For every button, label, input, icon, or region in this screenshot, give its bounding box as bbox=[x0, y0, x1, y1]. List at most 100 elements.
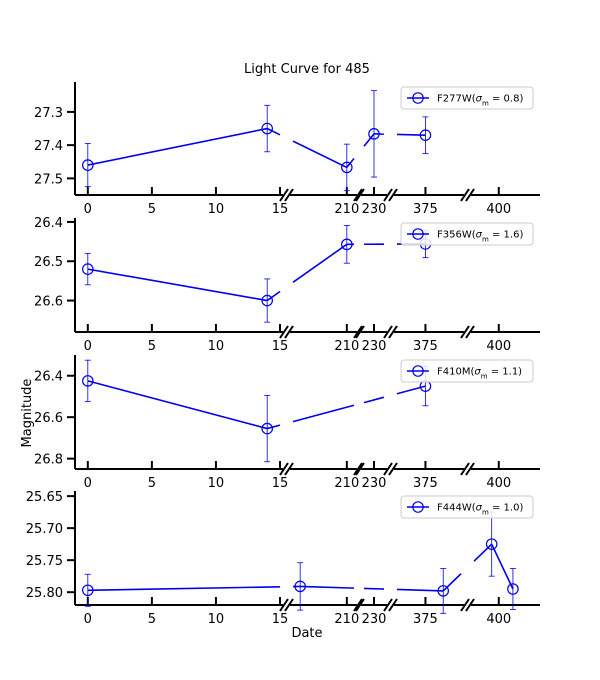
legend-label: F444W(σm = 1.0) bbox=[437, 503, 523, 517]
legend: F444W(σm = 1.0) bbox=[400, 495, 534, 519]
axis-break-mark bbox=[355, 462, 365, 476]
y-tick-label: 26.5 bbox=[34, 255, 63, 270]
legend: F410M(σm = 1.1) bbox=[400, 359, 534, 383]
series-line-piece bbox=[363, 396, 385, 404]
y-tick-label: 26.6 bbox=[34, 411, 63, 426]
point-marker bbox=[82, 375, 94, 387]
x-tick-label: 15 bbox=[272, 476, 289, 491]
legend-marker bbox=[412, 365, 424, 377]
y-tick-label: 26.4 bbox=[34, 370, 63, 385]
x-tick-label: 5 bbox=[148, 612, 156, 627]
axis-break-mark bbox=[279, 462, 289, 476]
y-tick-label: 27.5 bbox=[34, 172, 63, 187]
x-tick-label: 0 bbox=[84, 202, 92, 217]
point-marker bbox=[419, 129, 432, 141]
x-tick-label: 15 bbox=[272, 202, 289, 217]
x-tick-label: 210 bbox=[334, 476, 359, 491]
axis-break-mark bbox=[353, 462, 363, 476]
x-tick-label: 5 bbox=[148, 339, 156, 354]
series-line-piece bbox=[87, 585, 281, 592]
axis-break-mark bbox=[388, 598, 398, 612]
series-line bbox=[87, 543, 514, 592]
data-point bbox=[507, 568, 519, 610]
axis-break-mark bbox=[460, 188, 470, 202]
y-tick-label: 26.6 bbox=[34, 295, 63, 310]
axis-break-mark bbox=[284, 598, 294, 612]
series-line-piece bbox=[292, 404, 355, 423]
axis-break-mark bbox=[284, 325, 294, 339]
series-line-piece bbox=[396, 588, 444, 592]
data-point bbox=[368, 90, 380, 178]
data-point bbox=[341, 143, 353, 192]
y-tick-label: 26.4 bbox=[34, 216, 63, 231]
legend-marker bbox=[412, 92, 424, 104]
x-tick-label: 210 bbox=[334, 202, 359, 217]
series-line-piece bbox=[473, 543, 493, 562]
data-point bbox=[82, 359, 94, 403]
series-line-piece bbox=[266, 127, 281, 136]
series-line-piece bbox=[266, 290, 281, 302]
x-tick-label: 10 bbox=[208, 476, 225, 491]
axis-break-mark bbox=[353, 325, 363, 339]
axis-break-mark bbox=[388, 325, 398, 339]
series-line-piece bbox=[300, 585, 355, 589]
axis-break-mark bbox=[355, 188, 365, 202]
point-marker bbox=[261, 422, 273, 435]
point-marker bbox=[341, 238, 353, 251]
x-tick-label: 400 bbox=[486, 202, 511, 217]
x-tick-label: 375 bbox=[413, 476, 438, 491]
axis-break-mark bbox=[383, 598, 393, 612]
series-line-piece bbox=[266, 424, 281, 430]
axis-break-mark bbox=[355, 325, 365, 339]
axis-break-mark bbox=[465, 188, 475, 202]
x-tick-label: 210 bbox=[334, 612, 359, 627]
x-tick-label: 400 bbox=[486, 612, 511, 627]
series-line bbox=[87, 380, 426, 430]
data-point bbox=[485, 511, 498, 577]
point-marker bbox=[82, 263, 94, 275]
series-line-piece bbox=[292, 140, 348, 169]
x-tick-label: 0 bbox=[84, 612, 92, 627]
x-tick-label: 15 bbox=[272, 612, 289, 627]
x-tick-label: 10 bbox=[208, 202, 225, 217]
series-line-piece bbox=[292, 243, 348, 283]
panel-4: 25.65 25.70 25.75 25.80 0 5 10 15 210 230 375 400 F4… bbox=[26, 490, 540, 627]
axis-break-mark bbox=[388, 462, 398, 476]
point-marker bbox=[507, 583, 519, 595]
point-marker bbox=[341, 161, 353, 174]
series-line-piece bbox=[363, 587, 385, 590]
axis-break-mark bbox=[284, 462, 294, 476]
x-tick-label: 0 bbox=[84, 476, 92, 491]
axis-break-mark bbox=[353, 188, 363, 202]
series-line bbox=[87, 243, 426, 302]
legend: F356W(σm = 1.6) bbox=[400, 222, 534, 246]
point-marker bbox=[261, 122, 273, 135]
legend: F277W(σm = 0.8) bbox=[400, 86, 534, 110]
point-marker bbox=[82, 159, 94, 171]
legend-box bbox=[400, 222, 534, 246]
x-tick-label: 230 bbox=[362, 476, 387, 491]
data-point bbox=[82, 252, 94, 286]
legend-marker bbox=[412, 501, 424, 513]
axis-break-mark bbox=[388, 188, 398, 202]
x-axis-label: Date bbox=[291, 626, 322, 641]
axis-break-mark bbox=[383, 188, 393, 202]
x-tick-label: 10 bbox=[208, 339, 225, 354]
x-tick-label: 375 bbox=[413, 202, 438, 217]
axis-break-mark bbox=[383, 462, 393, 476]
chart-title: Light Curve for 485 bbox=[244, 62, 370, 77]
legend-box bbox=[400, 86, 534, 110]
point-marker bbox=[437, 585, 450, 597]
y-tick-label: 27.4 bbox=[34, 139, 63, 154]
axis-break-mark bbox=[279, 325, 289, 339]
point-marker bbox=[294, 580, 306, 593]
y-axis-label: Magnitude bbox=[20, 379, 35, 448]
point-marker bbox=[368, 128, 380, 140]
axis-break-mark bbox=[465, 462, 475, 476]
point-marker bbox=[82, 584, 94, 597]
x-tick-label: 0 bbox=[84, 339, 92, 354]
series-line-piece bbox=[87, 268, 268, 302]
legend-label: F356W(σm = 1.6) bbox=[437, 230, 523, 244]
